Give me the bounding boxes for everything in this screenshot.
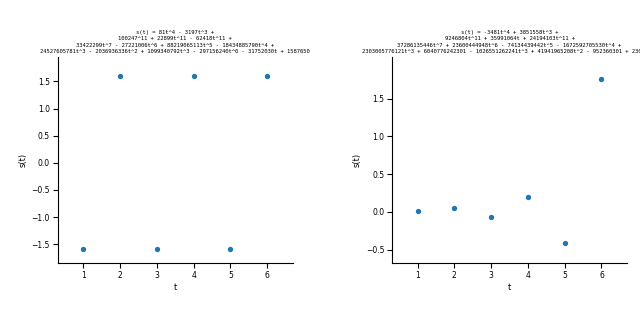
Title: s(t) = -3481t^4 + 3851558t^3 +
9246804t^11 + 35991064t + 24194103t^11 +
37286135: s(t) = -3481t^4 + 3851558t^3 + 9246804t^… bbox=[362, 30, 640, 54]
Point bbox=[486, 215, 496, 220]
Point bbox=[152, 247, 162, 252]
Point bbox=[449, 205, 460, 210]
Point bbox=[78, 247, 88, 252]
X-axis label: t: t bbox=[173, 282, 177, 292]
Y-axis label: s(t): s(t) bbox=[353, 153, 362, 167]
Point bbox=[596, 76, 607, 81]
Point bbox=[559, 241, 570, 246]
Point bbox=[225, 247, 236, 252]
Point bbox=[523, 194, 533, 199]
Title: s(t) = 81t^4 - 3197t^3 +
100247^11 + 22899t^11 - 62418t^11 +
33422299t^7 - 27221: s(t) = 81t^4 - 3197t^3 + 100247^11 + 228… bbox=[40, 30, 310, 54]
Point bbox=[262, 74, 273, 79]
Point bbox=[189, 74, 199, 79]
Point bbox=[412, 209, 422, 214]
Y-axis label: s(t): s(t) bbox=[19, 153, 28, 167]
X-axis label: t: t bbox=[508, 282, 511, 292]
Point bbox=[115, 74, 125, 79]
